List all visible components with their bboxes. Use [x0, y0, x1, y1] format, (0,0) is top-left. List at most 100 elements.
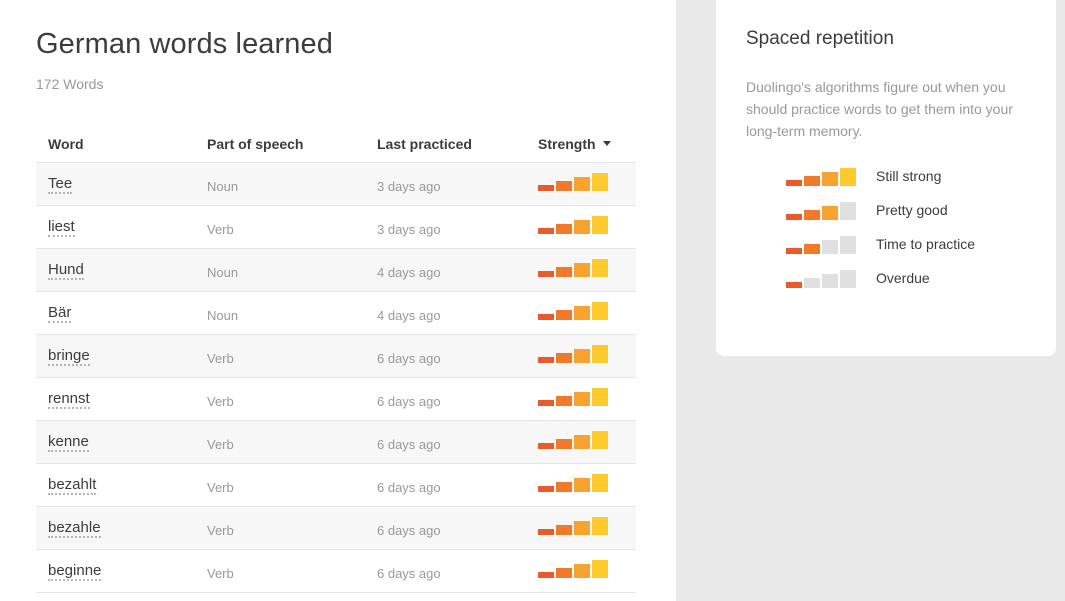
column-header-strength[interactable]: Strength — [538, 136, 611, 152]
word-link[interactable]: bringe — [48, 347, 90, 366]
strength-bar-1 — [538, 400, 554, 406]
strength-bar-3 — [574, 177, 590, 191]
last-practiced: 6 days ago — [377, 480, 441, 495]
strength-bars-icon — [538, 173, 608, 191]
legend-strength-meter — [786, 200, 858, 225]
table-row[interactable]: beginne Verb 6 days ago — [36, 550, 636, 593]
strength-bar-4 — [592, 474, 608, 492]
strength-legend: Still strong Pretty good Time to practice O… — [786, 166, 1026, 302]
strength-bars-icon — [538, 474, 608, 492]
last-practiced: 6 days ago — [377, 566, 441, 581]
strength-bars-icon — [538, 431, 608, 449]
strength-meter — [538, 515, 610, 535]
strength-bar-4 — [840, 202, 856, 220]
strength-bar-2 — [804, 210, 820, 220]
word-link[interactable]: Bär — [48, 304, 72, 323]
strength-meter — [538, 300, 610, 320]
strength-bar-3 — [574, 263, 590, 277]
table-row[interactable]: Bär Noun 4 days ago — [36, 292, 636, 335]
strength-bar-2 — [556, 568, 572, 578]
sort-caret-icon — [602, 141, 611, 146]
table-row[interactable]: kenne Verb 6 days ago — [36, 421, 636, 464]
table-row[interactable]: rennst Verb 6 days ago — [36, 378, 636, 421]
last-practiced: 4 days ago — [377, 308, 441, 323]
strength-bar-2 — [804, 176, 820, 186]
word-link[interactable]: liest — [48, 218, 75, 237]
legend-label: Time to practice — [876, 236, 976, 252]
strength-bar-4 — [592, 345, 608, 363]
part-of-speech: Verb — [207, 523, 234, 538]
word-link[interactable]: rennst — [48, 390, 90, 409]
table-row[interactable]: bezahle Verb 6 days ago — [36, 507, 636, 550]
legend-strength-meter — [786, 166, 858, 191]
word-link[interactable]: Tee — [48, 175, 73, 194]
word-link[interactable]: bezahle — [48, 519, 101, 538]
strength-bar-4 — [592, 173, 608, 191]
part-of-speech: Verb — [207, 394, 234, 409]
strength-bar-3 — [574, 392, 590, 406]
strength-bar-2 — [804, 244, 820, 254]
strength-bar-1 — [538, 486, 554, 492]
table-row[interactable]: bringe Verb 6 days ago — [36, 335, 636, 378]
strength-bar-2 — [804, 278, 820, 288]
page-title: German words learned — [36, 28, 333, 60]
strength-bar-4 — [592, 388, 608, 406]
card-description: Duolingo's algorithms figure out when yo… — [746, 79, 1013, 139]
last-practiced: 6 days ago — [377, 394, 441, 409]
card-title: Spaced repetition — [746, 28, 894, 49]
strength-bar-1 — [786, 282, 802, 288]
strength-bar-2 — [556, 181, 572, 191]
strength-meter — [538, 386, 610, 406]
strength-bar-2 — [556, 482, 572, 492]
word-link[interactable]: kenne — [48, 433, 89, 452]
words-table: Word Part of speech Last practiced Stren… — [36, 126, 636, 593]
table-row[interactable]: bezahlt Verb 6 days ago — [36, 464, 636, 507]
strength-bar-2 — [556, 525, 572, 535]
last-practiced: 4 days ago — [377, 265, 441, 280]
part-of-speech: Verb — [207, 351, 234, 366]
part-of-speech: Noun — [207, 308, 239, 323]
part-of-speech: Noun — [207, 179, 239, 194]
strength-bar-3 — [822, 274, 838, 288]
word-count: 172 Words — [36, 76, 104, 92]
table-row[interactable]: Hund Noun 4 days ago — [36, 249, 636, 292]
strength-bar-1 — [786, 180, 802, 186]
strength-bar-4 — [592, 216, 608, 234]
strength-bars-icon — [538, 302, 608, 320]
column-header-part-of-speech[interactable]: Part of speech — [207, 136, 304, 152]
strength-meter — [538, 214, 610, 234]
strength-meter — [538, 343, 610, 363]
legend-item: Time to practice — [786, 234, 1026, 268]
strength-bar-1 — [538, 572, 554, 578]
strength-meter — [538, 429, 610, 449]
strength-bar-1 — [786, 214, 802, 220]
strength-bar-1 — [538, 271, 554, 277]
strength-bar-3 — [574, 435, 590, 449]
last-practiced: 3 days ago — [377, 222, 441, 237]
legend-label: Overdue — [876, 270, 930, 286]
spaced-repetition-card: Spaced repetition Duolingo's algorithms … — [716, 0, 1056, 356]
legend-item: Still strong — [786, 166, 1026, 200]
strength-bar-3 — [822, 172, 838, 186]
strength-meter — [538, 472, 610, 492]
strength-bar-2 — [556, 224, 572, 234]
part-of-speech: Verb — [207, 437, 234, 452]
strength-bars-icon — [786, 202, 856, 220]
strength-bars-icon — [538, 560, 608, 578]
strength-bar-4 — [840, 168, 856, 186]
strength-bar-3 — [574, 478, 590, 492]
table-row[interactable]: liest Verb 3 days ago — [36, 206, 636, 249]
column-header-word[interactable]: Word — [48, 136, 84, 152]
column-header-last-practiced[interactable]: Last practiced — [377, 136, 472, 152]
table-row[interactable]: Tee Noun 3 days ago — [36, 163, 636, 206]
word-link[interactable]: beginne — [48, 562, 102, 581]
last-practiced: 6 days ago — [377, 437, 441, 452]
column-header-strength-label: Strength — [538, 136, 596, 152]
strength-bar-1 — [538, 443, 554, 449]
strength-bars-icon — [538, 259, 608, 277]
word-link[interactable]: Hund — [48, 261, 84, 280]
word-link[interactable]: bezahlt — [48, 476, 97, 495]
strength-bar-1 — [538, 529, 554, 535]
strength-bar-4 — [592, 517, 608, 535]
strength-bar-4 — [592, 259, 608, 277]
